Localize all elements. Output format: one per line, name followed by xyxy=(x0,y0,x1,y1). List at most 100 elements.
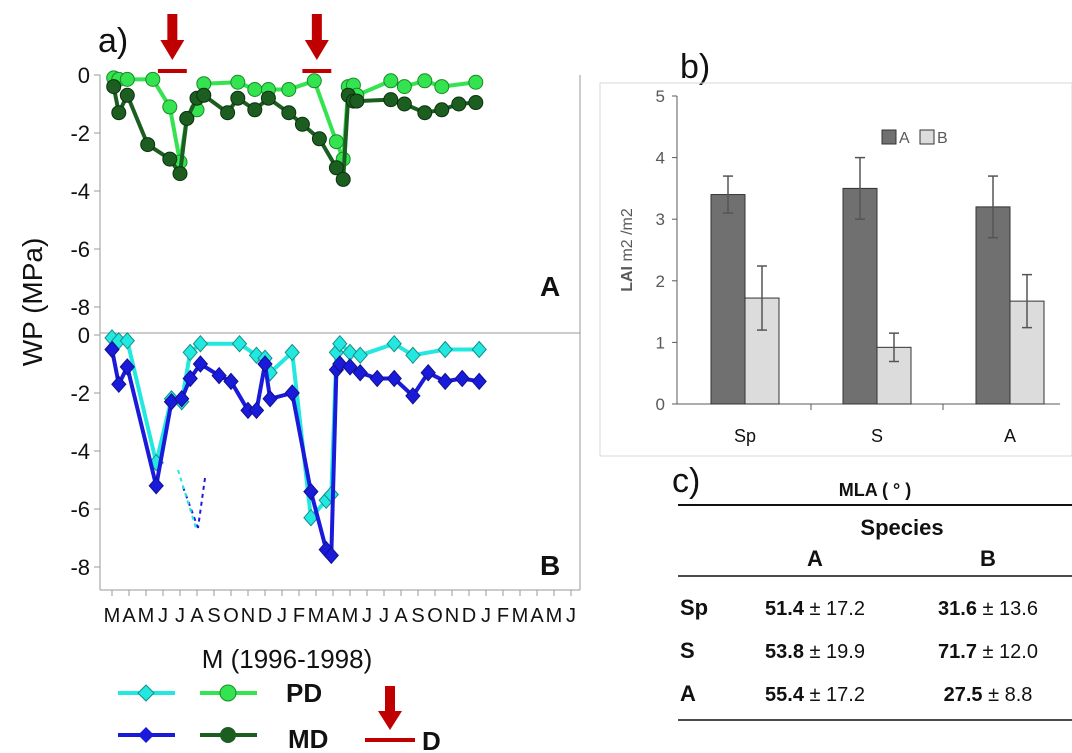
data-point-md xyxy=(386,369,402,388)
cell-a: 51.4 ± 17.2 xyxy=(765,598,865,620)
month-tick-label: M xyxy=(138,605,155,627)
lai-tick-label: 4 xyxy=(656,149,665,168)
data-point-md xyxy=(383,92,399,108)
month-tick-label: A xyxy=(530,605,544,627)
wp-tick-label: -4 xyxy=(70,439,90,464)
data-point-md xyxy=(311,131,327,147)
data-point-md xyxy=(104,340,120,359)
drought-arrow-icon xyxy=(160,14,185,60)
data-point-md xyxy=(323,546,339,565)
data-point-pd xyxy=(437,340,453,359)
data-point-md xyxy=(262,390,278,408)
data-point-md xyxy=(162,151,178,167)
month-tick-label: F xyxy=(293,605,305,627)
cell-b: 31.6 ± 13.6 xyxy=(938,598,1038,620)
month-tick-label: N xyxy=(241,605,255,627)
wp-tick-label: -2 xyxy=(70,381,90,406)
data-point-md xyxy=(192,355,209,373)
data-point-pd xyxy=(405,346,421,365)
legend-pd-diamond-marker xyxy=(137,684,155,702)
data-point-md xyxy=(417,105,433,121)
month-tick-label: J xyxy=(158,605,168,627)
lai-tick-label: 0 xyxy=(656,395,665,414)
data-point-pd xyxy=(306,73,322,89)
data-point-md xyxy=(223,372,239,391)
data-point-md xyxy=(119,87,135,103)
data-point-pd xyxy=(434,79,450,95)
wp-tick-label: -8 xyxy=(70,555,90,580)
month-tick-label: J xyxy=(362,605,372,627)
data-point-md xyxy=(335,171,351,187)
subpanel-label-upper: A xyxy=(540,271,560,302)
lai-tick-label: 1 xyxy=(656,333,665,352)
data-point-md xyxy=(328,160,344,176)
data-point-pd xyxy=(119,71,135,87)
bar-legend-b: B xyxy=(937,130,948,147)
data-point-md xyxy=(454,369,470,388)
dotted-continuation xyxy=(177,469,206,529)
month-tick-label: A xyxy=(326,605,340,627)
month-tick-label: O xyxy=(427,605,443,627)
subpanel-label-lower: B xyxy=(540,550,560,581)
legend-md-label: MD xyxy=(288,724,328,753)
panel-a-letter: a) xyxy=(98,22,128,60)
data-point-md xyxy=(303,482,319,501)
data-point-md xyxy=(230,90,246,106)
data-point-md xyxy=(211,366,227,385)
data-point-md xyxy=(196,87,212,103)
category-label: S xyxy=(871,426,883,446)
panel-c-letter: c) xyxy=(672,462,700,500)
data-point-md xyxy=(352,363,368,382)
data-point-md xyxy=(468,95,484,111)
data-point-md xyxy=(260,90,276,106)
month-tick-label: M xyxy=(308,605,325,627)
wp-tick-label: -6 xyxy=(70,237,90,262)
data-point-pd xyxy=(417,73,433,89)
data-point-md xyxy=(172,166,188,182)
data-point-md xyxy=(437,372,453,391)
data-point-md xyxy=(396,96,412,112)
month-tick-label: N xyxy=(445,605,459,627)
data-point-md xyxy=(111,105,127,121)
data-point-md xyxy=(284,384,300,402)
month-tick-label: S xyxy=(207,605,220,627)
column-a-header: A xyxy=(807,546,823,571)
data-point-md xyxy=(369,369,385,388)
wp-axis-label: WP (MPa) xyxy=(17,238,48,367)
data-point-pd xyxy=(284,343,300,362)
month-tick-label: J xyxy=(481,605,491,627)
month-tick-label: J xyxy=(277,605,287,627)
legend-drought-arrow-icon xyxy=(378,686,402,730)
data-point-md xyxy=(174,390,190,408)
data-point-md xyxy=(257,355,273,373)
month-tick-label: M xyxy=(512,605,529,627)
bar-a xyxy=(975,206,1011,405)
wp-ticks-lower: 0 -2 -4 -6 -8 xyxy=(70,323,100,580)
lai-tick-label: 5 xyxy=(656,87,665,106)
wp-tick-label: 0 xyxy=(78,63,90,88)
data-point-md xyxy=(281,105,297,121)
month-tick-label: O xyxy=(223,605,239,627)
data-point-pd xyxy=(396,79,412,95)
data-point-md xyxy=(140,137,156,153)
month-tick-label: J xyxy=(379,605,389,627)
panel-b-letter: b) xyxy=(680,48,710,86)
legend-pd-label: PD xyxy=(286,678,322,708)
legend-md-diamond-marker xyxy=(138,727,154,743)
mla-title: MLA ( ° ) xyxy=(839,480,912,500)
cell-b: 71.7 ± 12.0 xyxy=(938,641,1038,663)
data-point-pd xyxy=(468,74,484,90)
data-point-md xyxy=(294,116,310,132)
data-point-pd xyxy=(383,73,399,89)
cell-a: 55.4 ± 17.2 xyxy=(765,684,865,706)
data-point-pd xyxy=(281,82,297,97)
mla-table: MLA ( ° ) Species A B Sp 51.4 ± 17.2 31.6 … xyxy=(678,480,1072,721)
category-label: Sp xyxy=(734,426,756,446)
data-point-md xyxy=(148,477,164,495)
drought-period-markers xyxy=(157,14,332,73)
month-tick-label: M xyxy=(546,605,563,627)
row-label: S xyxy=(680,638,695,663)
month-axis-label: M (1996-1998) xyxy=(202,644,373,674)
month-tick-label: A xyxy=(394,605,408,627)
